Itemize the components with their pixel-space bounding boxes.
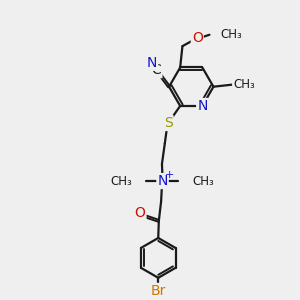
Text: CH₃: CH₃ — [192, 175, 214, 188]
Text: O: O — [192, 31, 203, 45]
Text: CH₃: CH₃ — [233, 78, 255, 91]
Text: S: S — [164, 116, 172, 130]
Text: O: O — [135, 206, 146, 220]
Text: C: C — [152, 63, 161, 77]
Text: N: N — [197, 99, 208, 113]
Text: CH₃: CH₃ — [221, 28, 243, 41]
Text: Br: Br — [151, 284, 166, 298]
Text: +: + — [165, 170, 174, 180]
Text: N: N — [147, 56, 157, 70]
Text: N: N — [157, 174, 168, 188]
Text: CH₃: CH₃ — [110, 175, 132, 188]
